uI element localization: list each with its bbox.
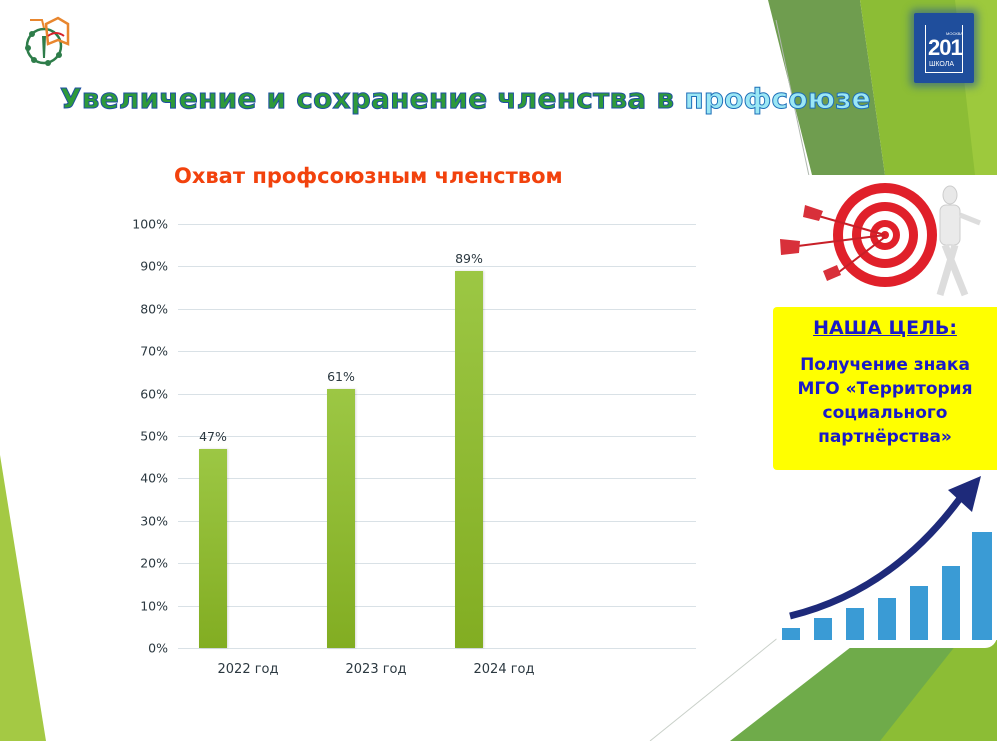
bar-value-label: 61% [327,369,355,385]
x-tick: 2022 год [217,662,279,677]
y-tick: 50% [140,428,168,444]
bar-value-label: 47% [199,428,227,444]
logo-city: МОСКВА [946,31,963,36]
union-emblem-icon [25,16,70,66]
target-image [775,175,997,303]
y-tick: 70% [140,343,168,359]
gridline [178,478,696,480]
y-tick: 30% [140,513,168,529]
baseline [178,648,696,649]
bar-value-label: 89% [455,250,483,266]
bar-2024 [455,270,483,648]
goal-heading: НАША ЦЕЛЬ: [813,317,957,339]
gridline [178,308,696,310]
bar-2022 [199,448,227,648]
growth-arrow-icon [782,476,992,640]
goal-line: социального [822,403,948,423]
book-icon [925,25,963,73]
school-201-logo: МОСКВА 201 ШКОЛА [914,13,974,83]
slide-title-highlight: профсоюзе [684,82,871,116]
chart-title: Охват профсоюзным членством [174,164,563,188]
gridline [178,351,696,353]
gridline [178,605,696,607]
y-tick: 80% [140,301,168,317]
gridline [178,224,696,225]
y-tick: 20% [140,555,168,571]
slide-title: Увеличение и сохранение членства в профс… [59,82,871,116]
y-tick: 90% [140,258,168,274]
target-arrows-icon [780,183,981,297]
goal-line: Получение знака [800,355,970,375]
union-logo [20,14,72,68]
gridline [178,393,696,395]
x-tick: 2024 год [473,662,535,677]
gridline [178,266,696,268]
goal-line: партнёрства» [818,427,952,447]
bar-2023 [327,389,355,648]
y-tick: 60% [140,386,168,402]
y-tick: 100% [132,216,168,232]
goal-line: МГО «Территория [797,379,973,399]
logo-number: 201 [928,35,963,60]
x-tick: 2023 год [345,662,407,677]
goal-box: НАША ЦЕЛЬ: Получение знака МГО «Территор… [773,307,997,470]
gridline [178,436,696,437]
logo-caption: ШКОЛА [929,61,955,68]
y-tick: 0% [148,640,168,656]
goal-text: Получение знака МГО «Территория социальн… [773,353,997,449]
growth-chart-image [776,470,997,648]
gridline [178,520,696,522]
bar-chart: 100% 90% 80% 70% 60% 50% 40% 30% 20% 10%… [132,217,696,677]
slide-title-main: Увеличение и сохранение членства в [59,82,685,116]
y-tick: 10% [140,598,168,614]
y-tick: 40% [140,470,168,486]
gridline [178,563,696,565]
